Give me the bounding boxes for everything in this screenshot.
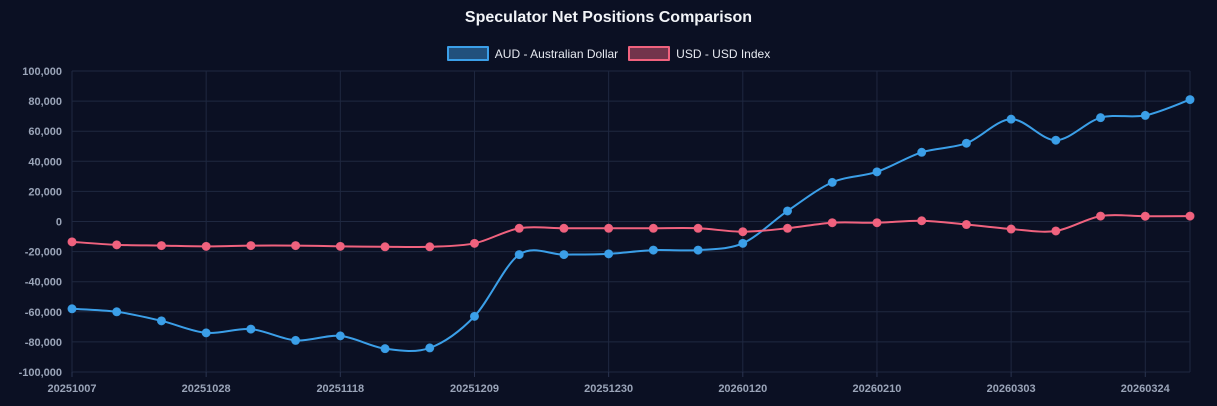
data-point-aud bbox=[246, 324, 256, 334]
data-point-aud bbox=[1051, 135, 1061, 145]
x-tick-label: 20260303 bbox=[987, 383, 1036, 395]
y-tick-label: 0 bbox=[56, 217, 62, 229]
y-tick-label: 100,000 bbox=[22, 66, 62, 78]
x-tick-label: 20251230 bbox=[584, 383, 633, 395]
data-point-usd bbox=[961, 220, 971, 230]
data-point-usd bbox=[693, 223, 703, 233]
chart-title: Speculator Net Positions Comparison bbox=[464, 9, 753, 26]
data-point-usd bbox=[246, 241, 256, 251]
data-point-aud bbox=[693, 245, 703, 255]
data-point-aud bbox=[67, 304, 77, 314]
legend-label-usd: USD - USD Index bbox=[676, 46, 771, 61]
data-point-aud bbox=[961, 138, 971, 148]
data-point-aud bbox=[738, 238, 748, 248]
data-point-aud bbox=[917, 147, 927, 157]
data-point-aud bbox=[112, 307, 122, 317]
y-tick-label: -100,000 bbox=[19, 367, 62, 379]
x-tick-label: 20251028 bbox=[182, 383, 231, 395]
legend-swatch-aud bbox=[446, 46, 489, 61]
data-point-usd bbox=[917, 216, 927, 226]
x-tick-label: 20260324 bbox=[1121, 383, 1171, 395]
data-point-usd bbox=[380, 242, 390, 252]
data-point-usd bbox=[738, 227, 748, 237]
data-point-aud bbox=[469, 311, 479, 321]
data-point-aud bbox=[514, 250, 524, 260]
y-tick-label: -80,000 bbox=[25, 337, 62, 349]
data-point-aud bbox=[559, 250, 569, 260]
data-point-usd bbox=[827, 218, 837, 228]
y-tick-label: 40,000 bbox=[28, 156, 62, 168]
data-point-usd bbox=[1140, 211, 1150, 221]
data-point-usd bbox=[648, 223, 658, 233]
x-tick-label: 20251209 bbox=[450, 383, 499, 395]
data-point-aud bbox=[872, 167, 882, 177]
x-tick-label: 20251007 bbox=[48, 383, 97, 395]
data-point-aud bbox=[335, 331, 345, 341]
data-point-aud bbox=[1185, 95, 1195, 105]
legend: AUD - Australian Dollar USD - USD Index bbox=[0, 46, 1217, 61]
y-tick-label: -60,000 bbox=[25, 307, 62, 319]
data-point-usd bbox=[1006, 224, 1016, 234]
data-point-usd bbox=[872, 218, 882, 228]
data-point-usd bbox=[604, 223, 614, 233]
series-line-usd bbox=[71, 214, 1191, 249]
data-point-usd bbox=[1051, 226, 1061, 236]
y-tick-label: 20,000 bbox=[28, 186, 62, 198]
data-point-aud bbox=[291, 335, 301, 345]
data-point-aud bbox=[1006, 114, 1016, 124]
data-point-usd bbox=[1185, 211, 1195, 221]
y-tick-label: -20,000 bbox=[25, 247, 62, 259]
data-point-aud bbox=[827, 177, 837, 187]
data-point-aud bbox=[648, 245, 658, 255]
data-point-usd bbox=[291, 241, 301, 251]
data-point-aud bbox=[425, 343, 435, 353]
y-tick-label: -40,000 bbox=[25, 277, 62, 289]
grid-lines bbox=[71, 70, 1191, 377]
series-line-aud bbox=[71, 98, 1191, 352]
data-point-usd bbox=[112, 240, 122, 250]
legend-item-aud[interactable]: AUD - Australian Dollar bbox=[446, 46, 619, 61]
data-point-usd bbox=[514, 223, 524, 233]
x-tick-label: 20251118 bbox=[316, 383, 364, 395]
data-point-usd bbox=[425, 242, 435, 252]
x-tick-label: 20260210 bbox=[852, 383, 901, 395]
data-point-aud bbox=[201, 328, 211, 338]
data-point-aud bbox=[1140, 110, 1150, 120]
data-point-usd bbox=[201, 241, 211, 251]
data-point-usd bbox=[559, 223, 569, 233]
legend-label-aud: AUD - Australian Dollar bbox=[494, 46, 619, 61]
x-tick-label: 20260120 bbox=[718, 383, 767, 395]
data-point-usd bbox=[67, 237, 77, 247]
y-tick-label: 80,000 bbox=[28, 96, 62, 108]
data-point-usd bbox=[156, 241, 166, 251]
data-point-usd bbox=[469, 238, 479, 248]
data-point-usd bbox=[1096, 211, 1106, 221]
data-point-aud bbox=[783, 206, 793, 216]
data-point-aud bbox=[156, 316, 166, 326]
data-point-aud bbox=[380, 344, 390, 354]
data-point-aud bbox=[604, 249, 614, 259]
data-point-usd bbox=[783, 223, 793, 233]
data-point-aud bbox=[1096, 113, 1106, 123]
legend-item-usd[interactable]: USD - USD Index bbox=[628, 46, 770, 61]
legend-swatch-usd bbox=[628, 46, 671, 61]
y-tick-label: 60,000 bbox=[28, 126, 62, 138]
data-point-usd bbox=[335, 241, 345, 251]
